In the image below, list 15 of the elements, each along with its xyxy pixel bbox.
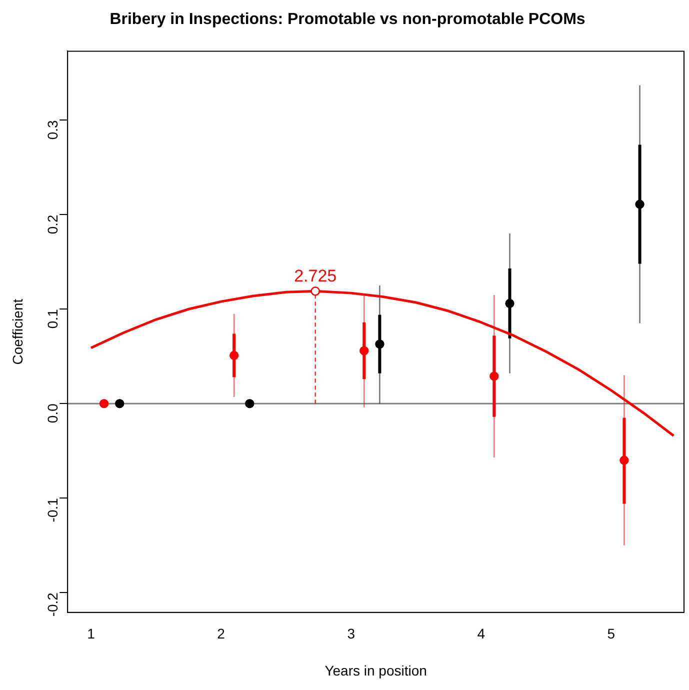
x-tick-label: 2 xyxy=(217,626,226,642)
x-axis-title: Years in position xyxy=(324,662,427,678)
x-tick-label: 3 xyxy=(347,626,356,642)
y-tick-label: 0.0 xyxy=(44,403,60,424)
y-tick-label: 0.1 xyxy=(44,308,60,329)
annotation: 2.725 xyxy=(294,266,337,286)
y-tick-label: 0.3 xyxy=(44,120,60,140)
y-tick-label: -0.1 xyxy=(44,498,60,522)
y-axis-title: Coefficient xyxy=(9,298,26,365)
x-tick-label: 4 xyxy=(477,626,486,642)
chart-title: Bribery in Inspections: Promotable vs non-promotable PCOMs xyxy=(110,11,586,28)
y-tick-label: 0.2 xyxy=(44,214,60,234)
x-tick-label: 5 xyxy=(607,626,616,642)
x-tick-label: 1 xyxy=(87,626,96,642)
y-tick-label: -0.2 xyxy=(44,592,60,617)
